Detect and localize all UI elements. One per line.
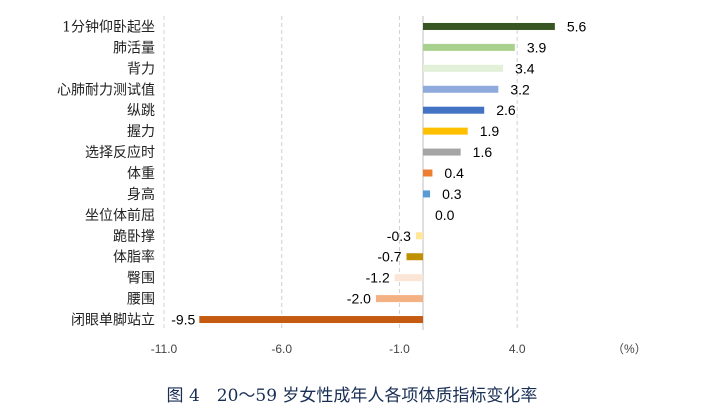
category-label: 体脂率	[113, 249, 155, 266]
category-label: 肺活量	[113, 40, 155, 56]
data-label: -2.0	[347, 291, 371, 307]
bar	[423, 22, 555, 30]
data-label: 5.6	[567, 18, 587, 34]
category-label: 坐位体前屈	[85, 207, 155, 224]
bar	[406, 253, 423, 261]
x-tick-labels: -11.0 -6.0 -1.0 4.0	[151, 342, 526, 356]
data-label: 3.4	[515, 60, 535, 76]
bar	[423, 64, 504, 72]
bar	[423, 106, 485, 114]
data-label: 3.9	[527, 39, 547, 55]
bar	[375, 295, 423, 303]
data-label: -9.5	[171, 312, 195, 328]
x-tick-label: -11.0	[151, 342, 178, 356]
figure-caption: 图 4 20～59 岁女性成年人各项体质指标变化率	[166, 386, 538, 406]
data-label: 0.3	[442, 186, 462, 202]
data-label: -0.7	[377, 249, 401, 265]
gridlines	[163, 16, 518, 330]
x-tick-label: -6.0	[271, 342, 292, 356]
category-label: 心肺耐力测试值	[57, 82, 155, 98]
data-label: 1.6	[473, 144, 493, 160]
bar	[423, 43, 515, 51]
data-label: -0.3	[387, 228, 411, 244]
bar	[199, 316, 423, 324]
category-label: 握力	[127, 124, 155, 140]
category-label: 臀围	[127, 271, 155, 287]
bar	[423, 169, 433, 177]
data-label: 1.9	[480, 123, 500, 139]
category-label: 闭眼单脚站立	[71, 313, 155, 329]
x-axis-unit-label: （%）	[612, 342, 647, 356]
category-label: 跪卧撑	[113, 229, 155, 245]
data-label: 3.2	[510, 81, 530, 97]
bar	[394, 274, 423, 282]
data-label: 2.6	[496, 102, 516, 118]
bar	[423, 127, 468, 135]
data-label: -1.2	[366, 270, 390, 286]
data-label: 0.0	[435, 207, 455, 223]
bar	[423, 190, 431, 198]
x-tick-label: 4.0	[509, 342, 526, 356]
category-label: 体重	[127, 166, 155, 182]
category-label: 选择反应时	[85, 144, 155, 161]
category-label: 腰围	[127, 292, 155, 308]
bar	[423, 148, 461, 156]
value-labels: 5.6 3.9 3.4 3.2 2.6 1.9 1.6 0.4 0.3 0.0 -0.3 -0.7 -1…	[171, 18, 586, 327]
bars	[199, 22, 555, 324]
category-label: 身高	[127, 186, 155, 203]
category-labels: 1分钟仰卧起坐肺活量背力心肺耐力测试值纵跳握力选择反应时体重身高坐位体前屈跪卧撑…	[57, 18, 155, 328]
category-label: 背力	[127, 61, 155, 77]
bar	[423, 85, 499, 93]
data-label: 0.4	[444, 165, 464, 181]
category-label: 1分钟仰卧起坐	[62, 18, 155, 35]
bar	[415, 232, 423, 240]
category-label: 纵跳	[127, 103, 155, 119]
x-tick-label: -1.0	[389, 342, 410, 356]
